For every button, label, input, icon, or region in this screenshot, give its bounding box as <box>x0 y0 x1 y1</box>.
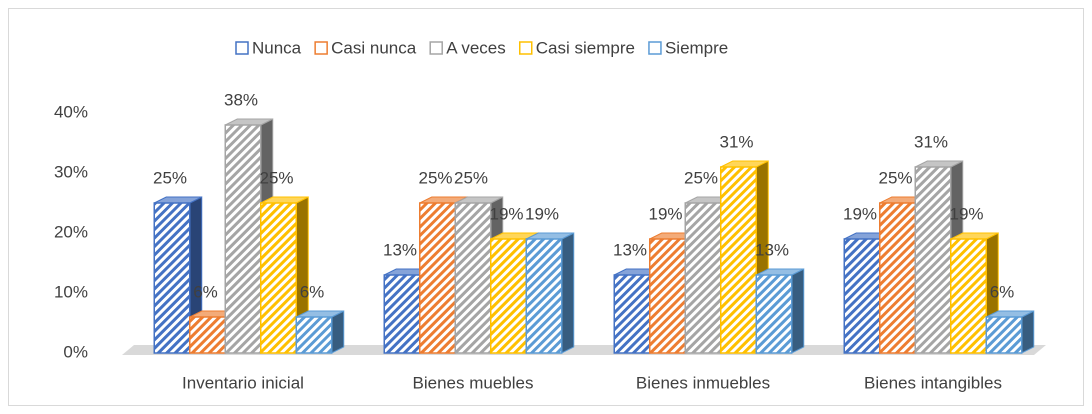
y-tick-label: 10% <box>54 282 88 301</box>
x-tick-label: Inventario inicial <box>182 373 304 392</box>
floor <box>122 345 1046 355</box>
data-label: 31% <box>719 132 753 151</box>
y-tick-label: 30% <box>54 162 88 181</box>
data-label: 38% <box>224 90 258 109</box>
legend-label: Nunca <box>252 38 302 57</box>
bar <box>525 232 575 354</box>
bar-side <box>1021 310 1035 354</box>
data-label: 25% <box>684 168 718 187</box>
data-label: 13% <box>755 240 789 259</box>
y-tick-label: 20% <box>54 222 88 241</box>
bar-front <box>879 202 916 354</box>
legend-label: Siempre <box>665 38 728 57</box>
data-label: 25% <box>454 168 488 187</box>
legend-label: Casi siempre <box>536 38 635 57</box>
bar-front <box>295 316 333 354</box>
data-label: 6% <box>300 282 325 301</box>
bar-front <box>684 202 722 354</box>
bar-front <box>525 238 563 354</box>
data-label: 13% <box>613 240 647 259</box>
legend-swatch <box>648 41 662 55</box>
legend-swatch <box>429 41 443 55</box>
legend-label: Casi nunca <box>331 38 417 57</box>
data-label: 25% <box>259 168 293 187</box>
data-label: 19% <box>843 204 877 223</box>
y-tick-label: 0% <box>63 342 88 361</box>
bar <box>755 268 805 354</box>
legend-swatch <box>519 41 533 55</box>
data-label: 31% <box>914 132 948 151</box>
bar-front <box>490 238 527 354</box>
bar-side <box>791 268 805 354</box>
bar-front <box>260 202 297 354</box>
bar <box>295 310 345 354</box>
bar <box>985 310 1035 354</box>
bar-front <box>914 166 952 354</box>
data-label: 19% <box>525 204 559 223</box>
bar-front <box>843 238 881 354</box>
bar-front <box>613 274 651 354</box>
bar-front <box>454 202 492 354</box>
bar <box>153 196 203 354</box>
legend-swatch <box>314 41 328 55</box>
data-label: 6% <box>193 282 218 301</box>
data-label: 19% <box>648 204 682 223</box>
bar-front <box>755 274 793 354</box>
bar-front <box>224 124 262 354</box>
x-tick-label: Bienes intangibles <box>864 373 1002 392</box>
data-label: 25% <box>878 168 912 187</box>
bar-front <box>419 202 456 354</box>
legend-label: A veces <box>446 38 506 57</box>
bar-front <box>153 202 191 354</box>
bar-side <box>331 310 345 354</box>
bar-front <box>720 166 757 354</box>
data-label: 25% <box>153 168 187 187</box>
bar-front <box>383 274 421 354</box>
x-tick-label: Bienes inmuebles <box>636 373 770 392</box>
bar-front <box>985 316 1023 354</box>
y-tick-label: 40% <box>54 102 88 121</box>
bar-side <box>561 232 575 354</box>
data-label: 6% <box>990 282 1015 301</box>
bar-front <box>189 316 226 354</box>
bar-front <box>950 238 987 354</box>
x-tick-label: Bienes muebles <box>413 373 534 392</box>
data-label: 19% <box>949 204 983 223</box>
data-label: 25% <box>418 168 452 187</box>
legend-swatch <box>235 41 249 55</box>
bar-front <box>649 238 686 354</box>
data-label: 13% <box>383 240 417 259</box>
bar <box>950 232 999 354</box>
data-label: 19% <box>489 204 523 223</box>
